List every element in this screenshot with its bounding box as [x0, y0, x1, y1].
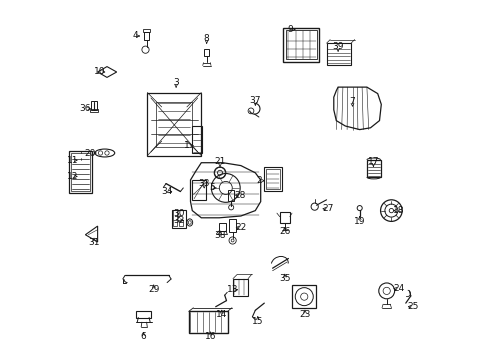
Text: 34: 34 [161, 187, 172, 196]
Bar [136, 311, 151, 318]
Bar [173, 220, 177, 226]
Text: 39: 39 [332, 42, 343, 51]
Bar [179, 220, 182, 226]
Bar [192, 126, 202, 153]
Bar [156, 102, 192, 147]
Bar [69, 151, 92, 193]
Text: 12: 12 [66, 172, 78, 181]
Text: 15: 15 [251, 317, 263, 325]
Text: 4: 4 [132, 31, 138, 40]
Text: 27: 27 [322, 204, 333, 213]
Bar [218, 223, 225, 231]
Bar [264, 167, 281, 191]
Text: 20: 20 [84, 149, 96, 158]
Bar [171, 210, 186, 228]
Bar [265, 169, 279, 189]
Bar [229, 219, 235, 232]
Text: 35: 35 [279, 274, 290, 283]
Text: 5: 5 [209, 184, 215, 192]
Text: 17: 17 [367, 157, 378, 166]
Text: 19: 19 [353, 216, 365, 225]
Text: 26: 26 [279, 228, 290, 236]
Bar [71, 153, 90, 191]
Bar [291, 285, 316, 308]
Text: 29: 29 [148, 285, 159, 294]
Text: 32: 32 [173, 216, 184, 225]
Bar [285, 30, 316, 59]
Text: 33: 33 [198, 179, 209, 188]
Text: 1: 1 [183, 141, 189, 150]
Text: 16: 16 [204, 332, 216, 341]
Text: 31: 31 [88, 238, 100, 247]
Text: 8: 8 [203, 34, 209, 43]
Text: 14: 14 [216, 310, 227, 319]
Text: 23: 23 [299, 310, 310, 319]
Text: 36: 36 [80, 104, 91, 113]
Bar [228, 190, 234, 201]
Text: 37: 37 [249, 96, 261, 105]
Text: 25: 25 [407, 302, 418, 311]
Bar [188, 311, 227, 333]
Bar [204, 49, 209, 56]
Bar [232, 279, 247, 296]
Bar [192, 180, 205, 200]
Text: 6: 6 [141, 332, 146, 341]
Text: 38: 38 [214, 231, 225, 240]
Text: 18: 18 [392, 206, 404, 215]
Bar [91, 101, 96, 110]
Text: 28: 28 [234, 191, 245, 199]
Bar [283, 28, 319, 62]
Bar [144, 32, 148, 40]
Bar [366, 160, 380, 177]
Text: 22: 22 [235, 223, 246, 232]
Text: 10: 10 [94, 68, 105, 77]
Bar [90, 109, 98, 112]
Text: 13: 13 [227, 285, 238, 294]
Bar [279, 212, 289, 223]
Bar [142, 29, 150, 32]
Bar [147, 93, 201, 156]
Text: 3: 3 [173, 78, 179, 87]
Text: 2: 2 [256, 176, 262, 185]
Text: 30: 30 [173, 209, 184, 217]
Text: 7: 7 [349, 97, 355, 106]
Text: 21: 21 [214, 157, 225, 166]
Text: 11: 11 [66, 156, 78, 165]
Text: 24: 24 [392, 284, 404, 293]
Bar [326, 43, 350, 65]
Text: 9: 9 [287, 25, 293, 34]
